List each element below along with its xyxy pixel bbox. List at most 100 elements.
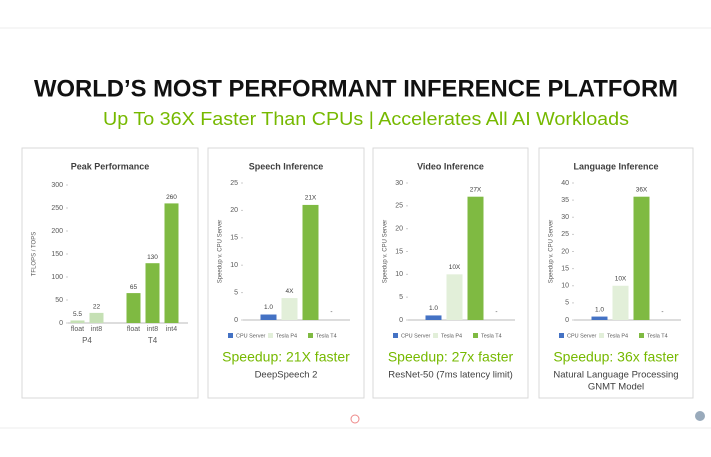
y-tick-label: 0 [234,317,238,324]
value-label: 260 [166,194,177,201]
y-tick-label: 0 [399,317,403,324]
y-tick-label: 15 [561,265,569,272]
legend-swatch [308,333,313,338]
bar [164,203,179,323]
legend-label: CPU Server [236,333,266,339]
bar [425,315,442,320]
value-label: 27X [470,186,482,193]
value-label: 5.5 [73,311,82,318]
y-tick-label: 0 [59,320,63,327]
bar [281,298,298,320]
bar [70,320,85,323]
panel [372,147,529,399]
icon [695,411,705,421]
annotation: - [495,309,497,316]
y-tick-label: 15 [395,248,403,255]
y-tick-label: 100 [51,274,63,281]
y-tick-label: 5 [399,294,403,301]
y-axis-label: Speedup v. CPU Server [218,220,224,284]
y-tick-label: 20 [230,207,238,214]
slide-title: WORLD’S MOST PERFORMANT INFERENCE PLATFO… [34,75,678,102]
y-tick-label: 5 [565,300,569,307]
icon [350,414,360,424]
value-label: 1.0 [264,304,273,311]
bar [126,293,141,323]
y-tick-label: 250 [51,205,63,212]
slide-subtitle: Up To 36X Faster Than CPUs | Accelerates… [103,109,629,129]
y-tick-label: 35 [561,197,569,204]
y-tick-label: 300 [51,182,63,189]
legend-label: Tesla T4 [316,333,337,339]
value-label: 1.0 [595,306,604,313]
y-tick-label: 0 [565,317,569,324]
y-tick-label: 25 [561,231,569,238]
value-label: 36X [636,186,648,193]
bar [260,314,277,320]
legend-label: CPU Server [401,333,431,339]
chart-title: Peak Performance [71,161,150,171]
y-tick-label: 25 [395,203,403,210]
y-tick-label: 50 [55,297,63,304]
bar [633,196,650,320]
panel [538,147,694,399]
legend-swatch [433,333,438,338]
x-tick-label: int8 [91,326,102,333]
bar [467,196,484,320]
bar [612,285,629,320]
legend-swatch [393,333,398,338]
y-tick-label: 10 [230,262,238,269]
y-tick-label: 150 [51,251,63,258]
y-tick-label: 25 [230,180,238,187]
x-tick-label: int4 [166,326,177,333]
panel [207,147,365,399]
y-tick-label: 15 [230,235,238,242]
y-tick-label: 10 [395,271,403,278]
annotation: - [661,309,663,316]
bar [89,312,104,323]
legend-swatch [473,333,478,338]
y-tick-label: 10 [561,283,569,290]
bar [302,204,319,320]
value-label: 10X [615,275,627,282]
y-axis-label: Speedup v. CPU Server [549,220,555,284]
bar [145,263,160,323]
legend-swatch [599,333,604,338]
chart-title: Language Inference [573,161,658,171]
value-label: 10X [449,264,461,271]
y-tick-label: 30 [561,214,569,221]
y-tick-label: 40 [561,180,569,187]
value-label: 65 [130,284,138,291]
caption: Speedup: 36x faster [553,349,679,365]
note: ResNet-50 (7ms latency limit) [388,370,513,381]
note: Natural Language Processing [553,370,678,381]
legend-swatch [228,333,233,338]
legend-swatch [559,333,564,338]
y-tick-label: 20 [395,226,403,233]
value-label: 21X [305,195,317,202]
value-label: 22 [93,304,101,311]
legend-label: Tesla T4 [481,333,502,339]
bar [446,274,463,320]
chart-title: Video Inference [417,161,484,171]
y-tick-label: 5 [234,289,238,296]
legend-label: Tesla P4 [441,333,462,339]
y-axis-label: Speedup v. CPU Server [383,220,389,284]
group-label: T4 [148,336,158,345]
x-tick-label: int8 [147,326,158,333]
annotation: - [330,309,332,316]
group-label: P4 [82,336,92,345]
y-tick-label: 30 [395,180,403,187]
note: GNMT Model [588,382,644,393]
value-label: 4X [286,288,295,295]
x-tick-label: float [71,326,84,333]
caption: Speedup: 27x faster [388,349,514,365]
x-tick-label: float [127,326,140,333]
chart-title: Speech Inference [249,161,324,171]
legend-label: Tesla P4 [276,333,297,339]
legend-swatch [268,333,273,338]
note: DeepSpeech 2 [255,370,318,381]
value-label: 130 [147,254,158,261]
y-tick-label: 200 [51,228,63,235]
legend-label: Tesla P4 [607,333,628,339]
